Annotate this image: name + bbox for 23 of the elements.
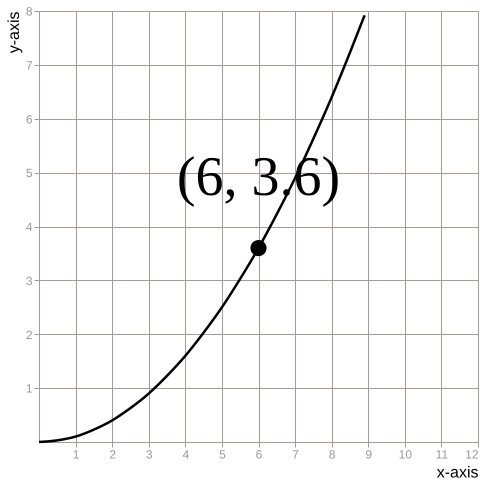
- x-tick-label: 5: [219, 448, 226, 462]
- x-tick-label: 11: [436, 448, 448, 462]
- x-tick-label: 6: [256, 448, 263, 462]
- y-tick-label: 6: [26, 112, 33, 126]
- x-tick-label: 7: [292, 448, 300, 462]
- x-tick-label: 12: [465, 448, 479, 462]
- x-tick-label: 3: [146, 448, 153, 462]
- y-tick-label: 5: [26, 166, 33, 180]
- y-tick-label: 7: [26, 58, 33, 72]
- y-tick-label: 8: [26, 4, 33, 18]
- x-axis-title: x-axis: [436, 464, 478, 482]
- y-axis-title: y-axis: [6, 12, 23, 54]
- line-series: [38, 14, 366, 444]
- x-tick-label: 2: [109, 448, 116, 462]
- y-tick-label: 2: [26, 328, 33, 342]
- x-tick-label: 1: [72, 448, 80, 462]
- x-tick-label: 4: [182, 448, 190, 462]
- x-tick-label: 9: [365, 448, 372, 462]
- y-tick-label: 4: [26, 220, 33, 234]
- y-tick-label: 1: [26, 382, 33, 396]
- x-tick-label: 8: [328, 448, 336, 462]
- y-tick-label: 3: [26, 274, 33, 288]
- x-tick-label: 10: [398, 448, 412, 462]
